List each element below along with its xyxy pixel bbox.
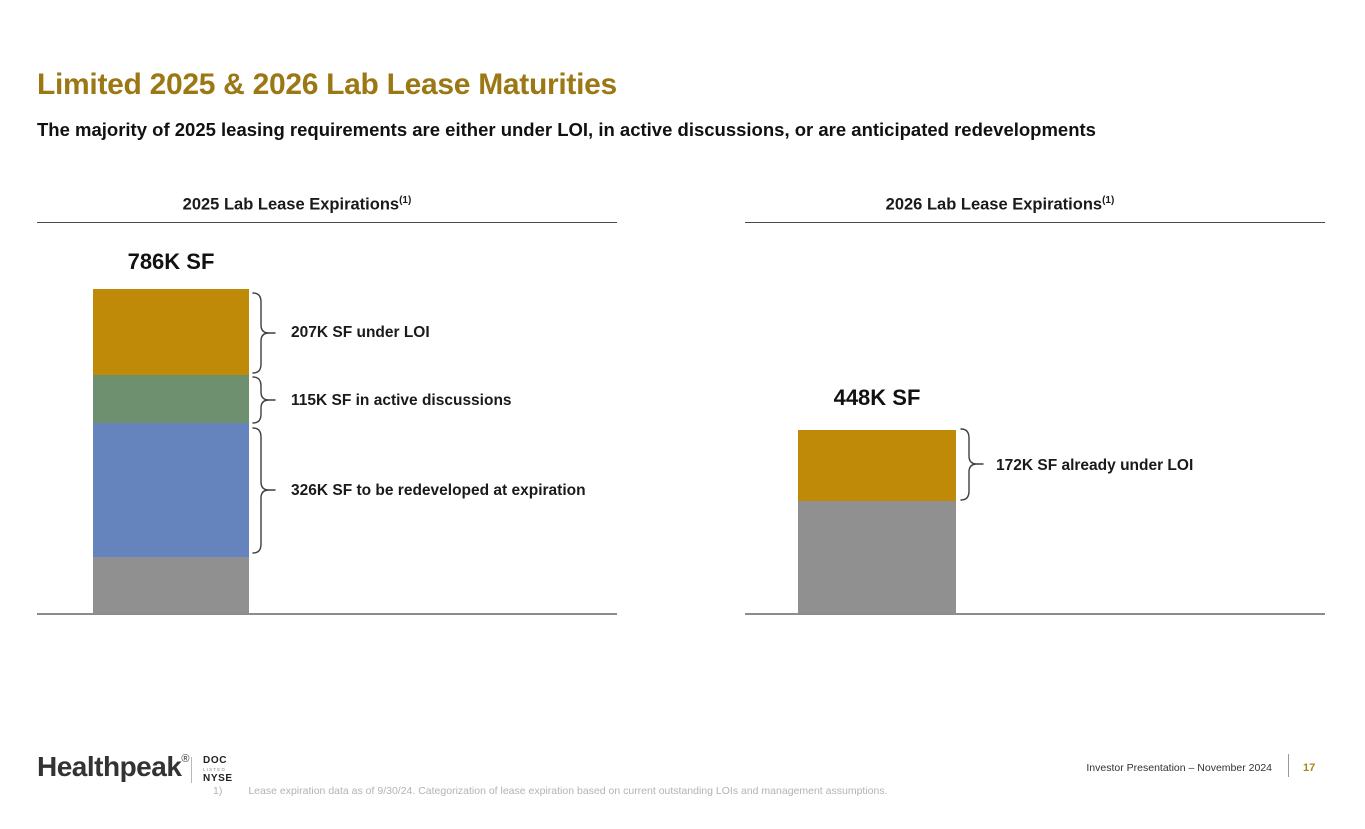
- presentation-footer-label: Investor Presentation – November 2024: [1086, 762, 1272, 774]
- chart-title-2026: 2026 Lab Lease Expirations(1): [745, 195, 1255, 215]
- bar-segment-2025-active-discussions: [93, 375, 249, 423]
- footnote: 1) Lease expiration data as of 9/30/24. …: [213, 785, 888, 797]
- ticker-symbol: DOC: [203, 755, 228, 766]
- bar-segment-2025-redevelopment: [93, 423, 249, 557]
- axis-baseline-2026: [745, 613, 1325, 615]
- bar-segment-2025-under-loi: [93, 289, 249, 375]
- healthpeak-logo-text: Healthpeak: [37, 751, 182, 782]
- stacked-bar-2025: [93, 289, 249, 615]
- logo-divider: [191, 757, 192, 783]
- footnote-ref-2026: (1): [1102, 195, 1115, 206]
- registered-mark: ®: [181, 753, 190, 765]
- total-label-2026: 448K SF: [833, 385, 921, 410]
- page-number: 17: [1303, 762, 1316, 774]
- footnote-ref-2025: (1): [399, 195, 412, 206]
- total-label-2025: 786K SF: [127, 249, 215, 274]
- nyse-ticker-badge: DOC LISTED NYSE: [203, 756, 233, 784]
- chart-title-underline-2025: [37, 222, 617, 223]
- bar-segment-2025-remainder: [93, 557, 249, 615]
- chart-title-underline-2026: [745, 222, 1325, 223]
- stacked-bar-2026: [798, 430, 956, 615]
- chart-title-2026-text: 2026 Lab Lease Expirations: [885, 195, 1103, 214]
- ticker-exchange-label: NYSE: [203, 772, 233, 784]
- ticker-listed-label: LISTED: [203, 766, 226, 772]
- slide-subtitle: The majority of 2025 leasing requirement…: [37, 119, 1096, 140]
- chart-title-2025-text: 2025 Lab Lease Expirations: [182, 195, 400, 214]
- curly-brace-icon: [252, 427, 276, 554]
- curly-brace-icon: [252, 292, 276, 374]
- annotation-2025-redevelopment: 326K SF to be redeveloped at expiration: [291, 482, 586, 499]
- chart-title-2025: 2025 Lab Lease Expirations(1): [37, 195, 557, 215]
- page-number-divider: [1288, 754, 1289, 777]
- healthpeak-logo: Healthpeak®: [37, 751, 189, 783]
- curly-brace-icon: [252, 376, 276, 424]
- bar-segment-2026-remainder: [798, 501, 956, 615]
- axis-baseline-2025: [37, 613, 617, 615]
- footnote-text: Lease expiration data as of 9/30/24. Cat…: [248, 785, 888, 797]
- footnote-marker: 1): [213, 785, 223, 797]
- curly-brace-icon: [960, 428, 984, 501]
- bar-segment-2026-under-loi: [798, 430, 956, 501]
- slide-title: Limited 2025 & 2026 Lab Lease Maturities: [37, 68, 617, 101]
- annotation-2025-under-loi: 207K SF under LOI: [291, 324, 430, 341]
- annotation-2025-active-discussions: 115K SF in active discussions: [291, 392, 512, 409]
- annotation-2026-under-loi: 172K SF already under LOI: [996, 457, 1194, 474]
